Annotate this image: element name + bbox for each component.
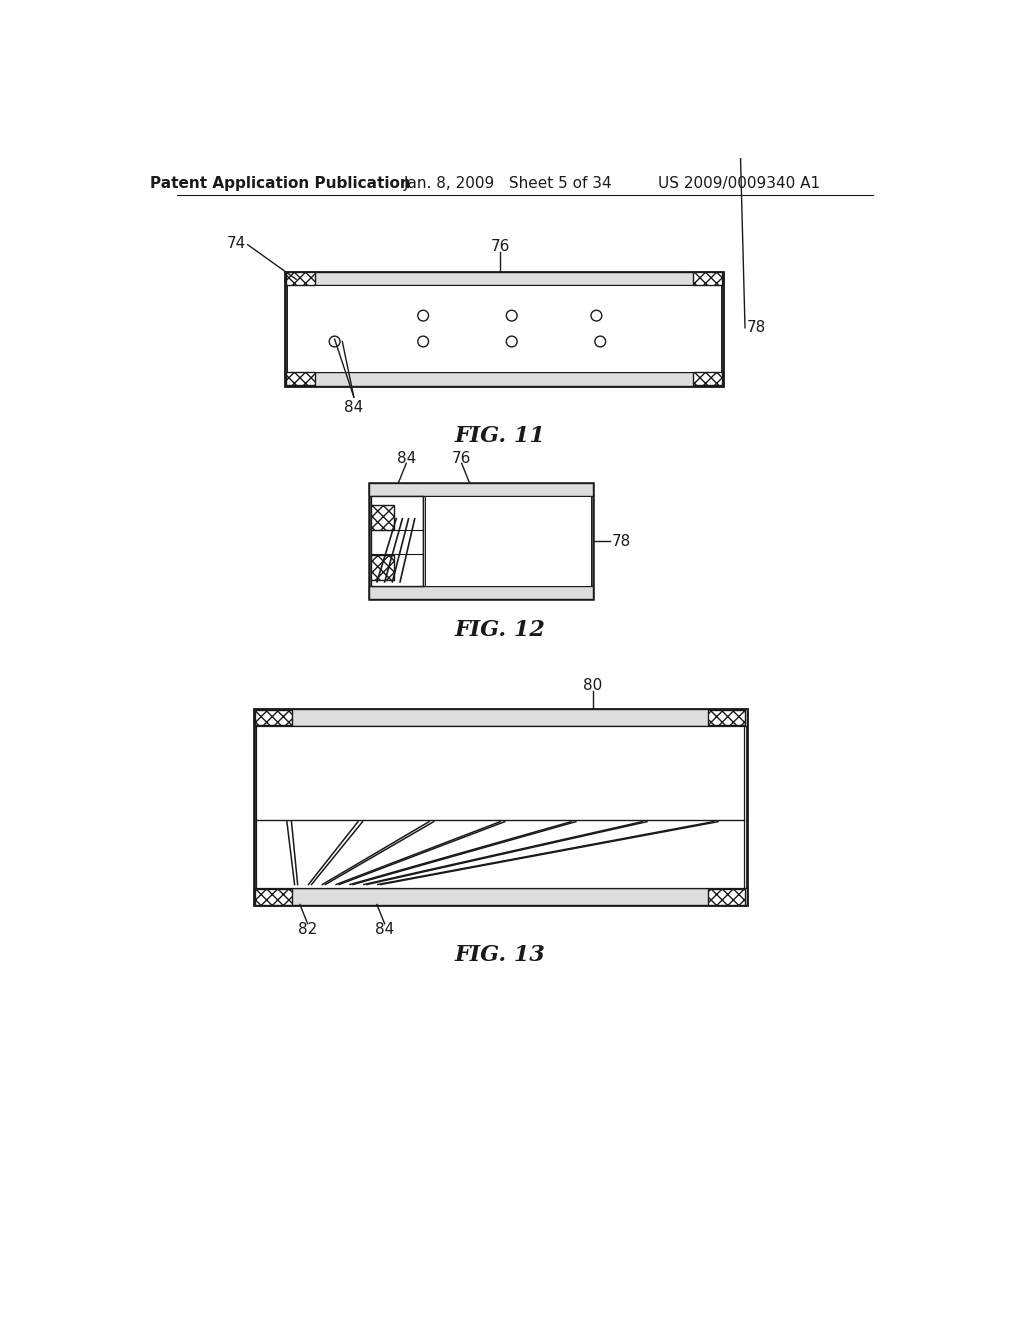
Text: FIG. 11: FIG. 11 xyxy=(455,425,546,446)
Bar xyxy=(255,890,292,904)
Bar xyxy=(286,272,315,285)
Text: 78: 78 xyxy=(611,533,631,549)
Text: 76: 76 xyxy=(490,239,510,255)
Bar xyxy=(286,372,315,385)
Bar xyxy=(370,483,593,496)
Text: Patent Application Publication: Patent Application Publication xyxy=(151,176,411,190)
Bar xyxy=(692,372,722,385)
Bar xyxy=(254,709,746,726)
Bar xyxy=(254,888,746,906)
Bar xyxy=(285,372,724,385)
Bar xyxy=(371,556,394,581)
Text: FIG. 13: FIG. 13 xyxy=(455,944,546,966)
Text: Jan. 8, 2009   Sheet 5 of 34: Jan. 8, 2009 Sheet 5 of 34 xyxy=(403,176,612,190)
Text: 74: 74 xyxy=(226,235,246,251)
Text: 82: 82 xyxy=(298,923,317,937)
Text: 84: 84 xyxy=(344,400,364,414)
Bar xyxy=(692,272,722,285)
Text: 84: 84 xyxy=(375,923,394,937)
Bar xyxy=(285,272,724,385)
Bar xyxy=(371,496,591,586)
Text: 78: 78 xyxy=(746,321,766,335)
Bar xyxy=(370,483,593,599)
Bar xyxy=(287,285,721,372)
Bar xyxy=(256,726,744,888)
Bar xyxy=(285,272,724,285)
Text: 80: 80 xyxy=(583,678,602,693)
Bar xyxy=(371,496,423,586)
Text: 84: 84 xyxy=(396,451,416,466)
Text: US 2009/0009340 A1: US 2009/0009340 A1 xyxy=(657,176,820,190)
Bar xyxy=(708,710,745,725)
Bar xyxy=(371,506,394,531)
Bar xyxy=(370,586,593,599)
Bar xyxy=(425,496,591,586)
Text: FIG. 12: FIG. 12 xyxy=(455,619,546,640)
Bar xyxy=(708,890,745,904)
Bar xyxy=(255,710,292,725)
Text: 76: 76 xyxy=(452,451,471,466)
Bar xyxy=(254,709,746,906)
